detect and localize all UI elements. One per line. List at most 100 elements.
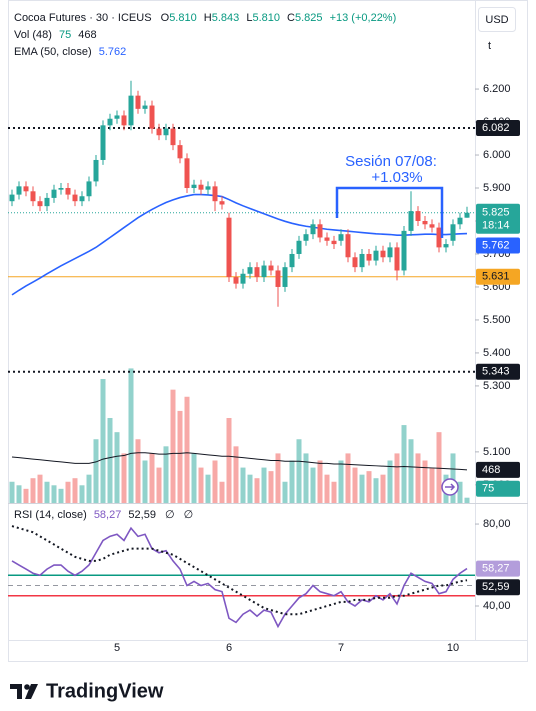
price-badge-label: 5.343 <box>482 366 510 378</box>
rsi-pane <box>8 525 475 629</box>
candle-body <box>240 273 246 284</box>
volume-bar <box>16 485 22 503</box>
volume-bar <box>198 467 204 503</box>
volume-bar <box>450 453 456 503</box>
price-badge <box>476 461 520 478</box>
y-tick-label: 5.900 <box>483 182 511 194</box>
candle-body <box>331 240 337 245</box>
price-badge <box>476 560 520 577</box>
volume-bar <box>100 379 106 503</box>
candle-body <box>198 184 204 190</box>
price-badge <box>476 237 520 254</box>
y-tick-label: 5.300 <box>483 380 511 392</box>
candle-body <box>359 253 365 268</box>
legend-main: Cocoa Futures · 30 · ICEUS O5.810 H5.843… <box>14 12 396 24</box>
volume-bar <box>93 439 99 503</box>
legend-value: 58,27 <box>94 509 122 521</box>
price-badge-label: 58,27 <box>482 562 510 574</box>
volume-bar <box>44 481 50 503</box>
legend-value: 75 <box>59 29 71 41</box>
candle-body <box>191 184 197 189</box>
volume-bar <box>324 474 330 503</box>
currency[interactable]: USD <box>485 14 508 26</box>
volume-bar <box>254 478 260 503</box>
price-badge <box>476 579 520 596</box>
candle-body <box>135 95 141 109</box>
y-tick-label: 5.400 <box>483 347 511 359</box>
y-tick-label: 6.000 <box>483 149 511 161</box>
price-badge-label: 75 <box>482 483 494 495</box>
volume-bar <box>338 460 344 503</box>
volume-bar <box>429 467 435 503</box>
volume-bar <box>177 410 183 503</box>
frame <box>8 0 528 662</box>
candle-body <box>37 201 43 207</box>
candle-body <box>205 186 211 190</box>
legend-ema: EMA (50, close) 5.762 <box>14 46 126 58</box>
volume-bar <box>401 425 407 503</box>
volume-bar <box>37 474 43 503</box>
volume-bar <box>289 460 295 503</box>
volume-bar <box>121 453 127 503</box>
volume-bar <box>86 474 92 503</box>
ema-line <box>11 193 468 296</box>
candle-body <box>415 211 421 221</box>
volume-bar <box>317 460 323 503</box>
candle-body <box>338 234 344 241</box>
volume-bar <box>436 432 442 503</box>
volume-bar <box>107 418 113 503</box>
ohlc-label: O <box>161 12 170 24</box>
volume-bar <box>422 460 428 503</box>
annotation-title: Sesión 07/08: <box>345 153 437 170</box>
volume-bar <box>275 453 281 503</box>
candle-body <box>443 244 449 248</box>
candle-body <box>142 105 148 109</box>
candle-body <box>156 128 162 136</box>
candle-body <box>436 227 442 248</box>
volume-bar <box>135 439 141 503</box>
volume-bar <box>79 485 85 503</box>
volume-bar <box>114 432 120 503</box>
legend-label: Vol (48) <box>14 29 52 41</box>
candle-body <box>247 267 253 274</box>
price-badge <box>476 363 520 380</box>
volume-bar <box>408 439 414 503</box>
candle-body <box>296 240 302 254</box>
ohlc-label: H <box>204 12 212 24</box>
legend-label: RSI (14, close) <box>14 509 87 521</box>
candle-body <box>380 250 386 258</box>
volume-bar <box>191 453 197 503</box>
candle-body <box>44 197 50 207</box>
volume-bar <box>219 481 225 503</box>
brand-name: TradingView <box>46 680 164 702</box>
volume-bar <box>387 460 393 503</box>
candle-body <box>121 115 127 126</box>
volume-bar <box>464 497 470 503</box>
price-badge-label: 52,59 <box>482 581 510 593</box>
legend-volume: Vol (48) 75 468 <box>14 29 97 41</box>
volume-bar <box>72 478 78 503</box>
price-pane <box>8 80 475 503</box>
candle-body <box>317 224 323 238</box>
x-tick-label: 5 <box>114 642 120 654</box>
price-badge-label: 468 <box>482 464 500 476</box>
scale-mode[interactable]: t <box>488 40 491 52</box>
y-tick-label: 5.500 <box>483 314 511 326</box>
price-badge-label: 5.631 <box>482 271 510 283</box>
legend-label: EMA (50, close) <box>14 46 92 58</box>
price-badge <box>476 203 520 234</box>
volume-bar <box>359 474 365 503</box>
symbol: Cocoa Futures · 30 · ICEUS <box>14 12 152 24</box>
currency-box[interactable] <box>478 7 516 32</box>
legend-extra: ∅ <box>184 509 194 521</box>
volume-bar <box>394 453 400 503</box>
volume-bar <box>156 467 162 503</box>
candle-body <box>233 277 239 284</box>
y-tick-label: 5.700 <box>483 248 511 260</box>
y-tick-label: 5.100 <box>483 446 511 458</box>
volume-bar <box>240 467 246 503</box>
volume-bar <box>184 396 190 503</box>
candle-body <box>275 270 281 287</box>
candle-body <box>303 234 309 241</box>
legend-value: 5.762 <box>99 46 127 58</box>
